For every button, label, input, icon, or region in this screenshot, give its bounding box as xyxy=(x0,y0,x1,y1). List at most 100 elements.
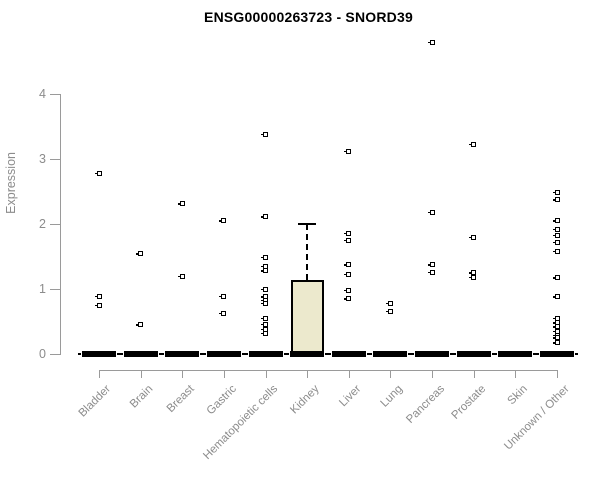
data-point xyxy=(469,141,477,147)
data-point xyxy=(552,197,560,203)
x-tick xyxy=(473,370,475,378)
data-point xyxy=(94,302,102,308)
data-point xyxy=(261,286,269,292)
zero-median-bar xyxy=(119,351,162,357)
x-tick xyxy=(432,370,434,378)
data-point xyxy=(552,226,560,232)
data-point xyxy=(261,263,269,269)
x-category-label: Bladder xyxy=(76,383,114,420)
data-point xyxy=(261,330,269,336)
data-point xyxy=(552,335,560,341)
data-point xyxy=(177,201,185,207)
data-point xyxy=(261,214,269,220)
x-category-label: Brain xyxy=(127,383,156,411)
x-tick xyxy=(140,370,142,378)
zero-median-bar xyxy=(244,351,287,357)
data-point xyxy=(427,269,435,275)
data-point xyxy=(469,270,477,276)
y-tick-label: 4 xyxy=(39,87,46,101)
data-point xyxy=(344,271,352,277)
x-axis-line xyxy=(99,370,558,371)
data-point xyxy=(136,322,144,328)
x-tick xyxy=(99,370,100,378)
data-point xyxy=(552,239,560,245)
data-point xyxy=(552,232,560,238)
data-point xyxy=(427,39,435,45)
x-tick xyxy=(182,370,184,378)
data-point xyxy=(344,287,352,293)
zero-median-bar xyxy=(411,351,454,357)
data-point xyxy=(344,230,352,236)
x-tick xyxy=(348,370,350,378)
zero-median-bar xyxy=(327,351,370,357)
whisker-cap xyxy=(298,223,317,225)
zero-median-bar xyxy=(161,351,204,357)
data-point xyxy=(385,308,393,314)
y-tick-label: 2 xyxy=(39,217,46,231)
data-point xyxy=(261,300,269,306)
y-tick xyxy=(50,354,60,355)
whisker xyxy=(306,224,309,280)
data-point xyxy=(552,340,560,346)
chart-title: ENSG00000263723 - SNORD39 xyxy=(204,9,413,25)
x-category-label: Liver xyxy=(337,383,364,410)
data-point xyxy=(385,300,393,306)
x-tick xyxy=(515,370,517,378)
x-tick xyxy=(557,370,558,378)
data-point xyxy=(344,262,352,268)
y-tick xyxy=(50,289,60,290)
data-point xyxy=(261,268,269,274)
data-point xyxy=(344,148,352,154)
data-point xyxy=(261,131,269,137)
data-point xyxy=(552,275,560,281)
x-category-label: Prostate xyxy=(449,383,489,422)
data-point xyxy=(427,209,435,215)
data-point xyxy=(219,310,227,316)
zero-median-bar xyxy=(369,351,412,357)
box xyxy=(290,279,324,354)
data-point xyxy=(177,273,185,279)
data-point xyxy=(94,170,102,176)
zero-median-bar xyxy=(536,351,578,357)
data-point xyxy=(552,189,560,195)
data-point xyxy=(469,234,477,240)
zero-median-bar xyxy=(78,351,120,357)
y-tick-label: 3 xyxy=(39,152,46,166)
data-point xyxy=(219,293,227,299)
data-point xyxy=(344,296,352,302)
zero-median-bar xyxy=(202,351,245,357)
y-tick xyxy=(50,224,60,225)
y-axis-line xyxy=(60,94,61,355)
data-point xyxy=(469,274,477,280)
zero-median-bar xyxy=(452,351,495,357)
x-tick xyxy=(223,370,225,378)
y-tick xyxy=(50,94,60,95)
y-tick xyxy=(50,159,60,160)
x-category-label: Breast xyxy=(164,383,197,415)
zero-median-bar xyxy=(286,351,329,357)
data-point xyxy=(552,294,560,300)
data-point xyxy=(261,321,269,327)
x-tick xyxy=(307,370,309,378)
data-point xyxy=(219,218,227,224)
data-point xyxy=(344,237,352,243)
zero-median-bar xyxy=(494,351,537,357)
data-point xyxy=(552,324,560,330)
data-point xyxy=(136,251,144,257)
data-point xyxy=(552,218,560,224)
y-tick-label: 1 xyxy=(39,282,46,296)
data-point xyxy=(427,262,435,268)
x-category-label: Pancreas xyxy=(403,383,447,426)
x-category-label: Kidney xyxy=(288,383,322,417)
data-point xyxy=(261,254,269,260)
x-category-label: Gastric xyxy=(204,383,239,418)
y-tick-label: 0 xyxy=(39,347,46,361)
data-point xyxy=(94,293,102,299)
x-category-label: Skin xyxy=(505,383,530,408)
x-tick xyxy=(390,370,392,378)
data-point xyxy=(552,315,560,321)
data-point xyxy=(552,248,560,254)
x-tick xyxy=(265,370,267,378)
